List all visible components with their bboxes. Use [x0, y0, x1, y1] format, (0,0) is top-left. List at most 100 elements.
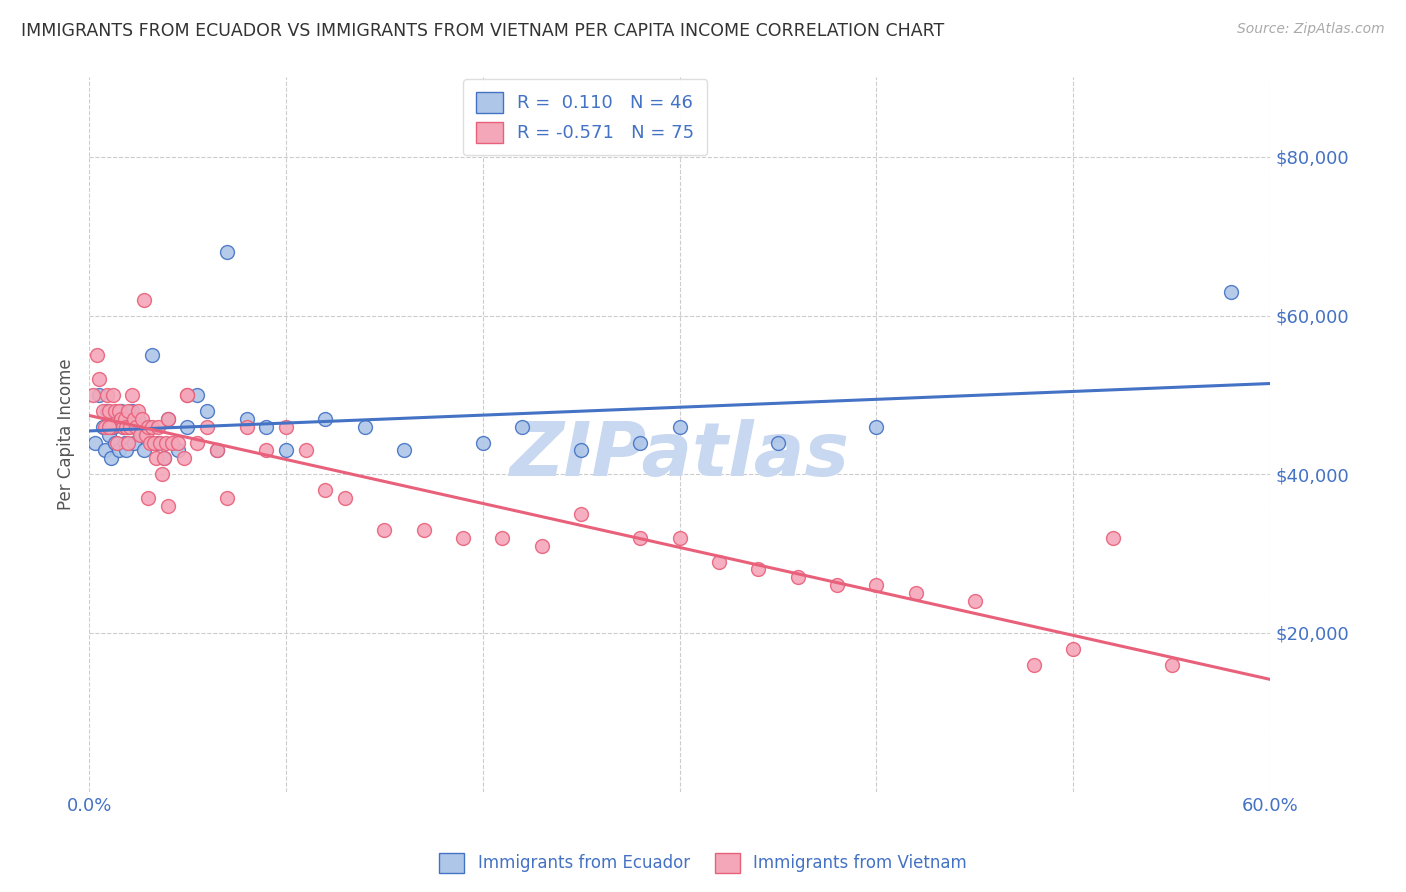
Point	[569, 507, 592, 521]
Point	[628, 531, 651, 545]
Point	[121, 388, 143, 402]
Point	[100, 419, 122, 434]
Point	[117, 435, 139, 450]
Text: Source: ZipAtlas.com: Source: ZipAtlas.com	[1237, 22, 1385, 37]
Point	[150, 467, 173, 482]
Point	[101, 388, 124, 402]
Point	[294, 443, 316, 458]
Point	[104, 403, 127, 417]
Point	[747, 562, 769, 576]
Point	[135, 427, 157, 442]
Point	[87, 372, 110, 386]
Point	[146, 435, 169, 450]
Point	[668, 419, 690, 434]
Point	[156, 411, 179, 425]
Point	[82, 388, 104, 402]
Point	[141, 419, 163, 434]
Point	[153, 451, 176, 466]
Point	[129, 427, 152, 442]
Y-axis label: Per Capita Income: Per Capita Income	[58, 359, 75, 510]
Point	[530, 539, 553, 553]
Point	[274, 419, 297, 434]
Point	[153, 451, 176, 466]
Point	[176, 388, 198, 402]
Point	[143, 435, 166, 450]
Point	[786, 570, 808, 584]
Point	[186, 435, 208, 450]
Point	[166, 435, 188, 450]
Point	[904, 586, 927, 600]
Point	[569, 443, 592, 458]
Point	[117, 419, 139, 434]
Point	[373, 523, 395, 537]
Point	[186, 388, 208, 402]
Point	[1160, 657, 1182, 672]
Point	[97, 427, 120, 442]
Point	[134, 293, 156, 307]
Point	[1062, 641, 1084, 656]
Legend: R =  0.110   N = 46, R = -0.571   N = 75: R = 0.110 N = 46, R = -0.571 N = 75	[463, 79, 707, 155]
Point	[121, 403, 143, 417]
Point	[145, 451, 167, 466]
Legend: Immigrants from Ecuador, Immigrants from Vietnam: Immigrants from Ecuador, Immigrants from…	[433, 847, 973, 880]
Point	[136, 419, 159, 434]
Point	[117, 403, 139, 417]
Point	[141, 348, 163, 362]
Point	[195, 403, 218, 417]
Point	[91, 419, 114, 434]
Point	[115, 443, 138, 458]
Point	[235, 411, 257, 425]
Point	[274, 443, 297, 458]
Point	[149, 435, 172, 450]
Point	[668, 531, 690, 545]
Point	[86, 348, 108, 362]
Point	[131, 411, 153, 425]
Point	[127, 411, 149, 425]
Point	[107, 403, 129, 417]
Point	[215, 491, 238, 505]
Text: ZIPatlas: ZIPatlas	[509, 419, 849, 492]
Point	[491, 531, 513, 545]
Point	[110, 403, 132, 417]
Point	[1219, 285, 1241, 299]
Point	[114, 411, 136, 425]
Point	[205, 443, 228, 458]
Point	[84, 435, 107, 450]
Point	[105, 411, 128, 425]
Point	[111, 419, 134, 434]
Point	[91, 403, 114, 417]
Point	[155, 435, 177, 450]
Point	[127, 403, 149, 417]
Point	[412, 523, 434, 537]
Point	[124, 411, 146, 425]
Point	[136, 419, 159, 434]
Point	[100, 451, 122, 466]
Point	[314, 483, 336, 497]
Point	[107, 443, 129, 458]
Point	[628, 435, 651, 450]
Point	[235, 419, 257, 434]
Point	[136, 491, 159, 505]
Point	[125, 419, 148, 434]
Point	[471, 435, 494, 450]
Point	[825, 578, 848, 592]
Point	[87, 388, 110, 402]
Point	[139, 435, 162, 450]
Point	[96, 403, 118, 417]
Point	[131, 427, 153, 442]
Point	[156, 411, 179, 425]
Point	[1101, 531, 1123, 545]
Point	[195, 419, 218, 434]
Point	[766, 435, 789, 450]
Point	[115, 419, 138, 434]
Point	[1022, 657, 1045, 672]
Point	[254, 443, 277, 458]
Point	[105, 435, 128, 450]
Point	[176, 388, 198, 402]
Point	[510, 419, 533, 434]
Point	[865, 419, 887, 434]
Point	[205, 443, 228, 458]
Point	[120, 419, 142, 434]
Point	[97, 419, 120, 434]
Point	[111, 419, 134, 434]
